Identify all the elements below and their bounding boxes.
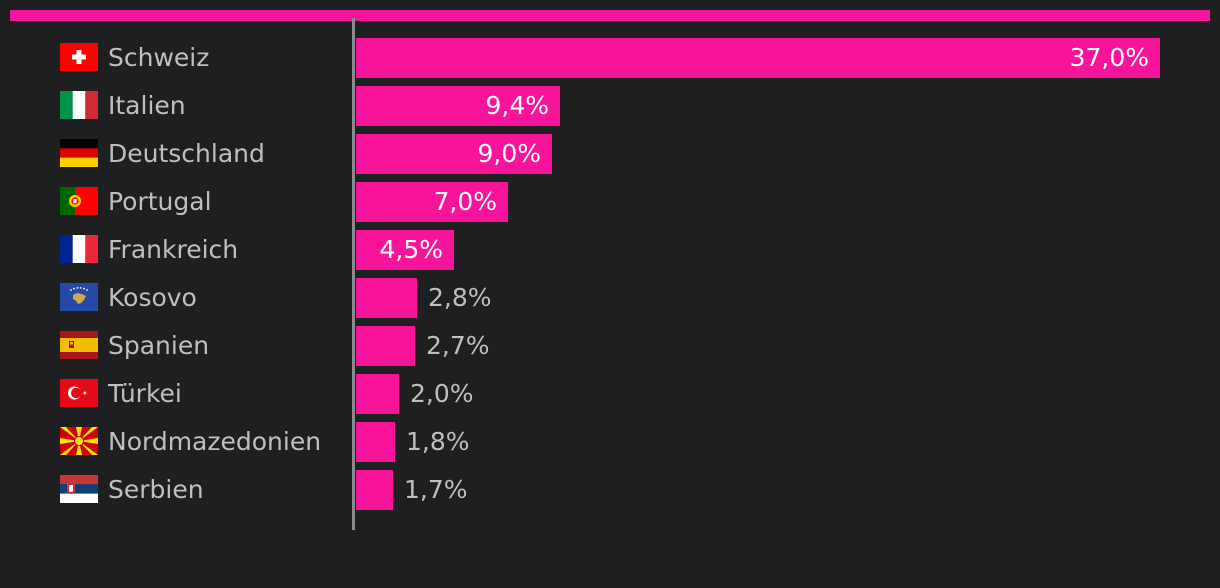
value-label: 9,0% bbox=[477, 139, 541, 168]
flag-italy-icon bbox=[60, 91, 98, 119]
value-label: 1,7% bbox=[404, 475, 468, 504]
value-label: 2,0% bbox=[410, 379, 474, 408]
bar bbox=[356, 278, 417, 318]
chart-row: Frankreich 4,5% bbox=[0, 230, 1220, 270]
category-label: Frankreich bbox=[108, 235, 239, 264]
category-label: Schweiz bbox=[108, 43, 210, 72]
flag-france-icon bbox=[60, 235, 98, 263]
value-label: 9,4% bbox=[485, 91, 549, 120]
bar bbox=[356, 134, 552, 174]
flag-switzerland-icon bbox=[60, 43, 98, 71]
chart-row: Portugal 7,0% bbox=[0, 182, 1220, 222]
chart-row: Spanien 2,7% bbox=[0, 326, 1220, 366]
bar bbox=[356, 470, 393, 510]
category-label: Spanien bbox=[108, 331, 210, 360]
category-label: Portugal bbox=[108, 187, 212, 216]
flag-north-macedonia-icon bbox=[60, 427, 98, 455]
chart-row: Kosovo 2,8% bbox=[0, 278, 1220, 318]
bar bbox=[356, 38, 1160, 78]
value-label: 7,0% bbox=[433, 187, 497, 216]
flag-serbia-icon bbox=[60, 475, 98, 503]
flag-kosovo-icon bbox=[60, 283, 98, 311]
bar bbox=[356, 326, 415, 366]
category-label: Türkei bbox=[108, 379, 182, 408]
flag-germany-icon bbox=[60, 139, 98, 167]
value-label: 4,5% bbox=[379, 235, 443, 264]
flag-turkey-icon bbox=[60, 379, 98, 407]
chart-row: Deutschland 9,0% bbox=[0, 134, 1220, 174]
chart-row: Türkei 2,0% bbox=[0, 374, 1220, 414]
flag-spain-icon bbox=[60, 331, 98, 359]
category-label: Kosovo bbox=[108, 283, 197, 312]
value-label: 1,8% bbox=[406, 427, 470, 456]
category-label: Italien bbox=[108, 91, 186, 120]
value-label: 37,0% bbox=[1069, 43, 1149, 72]
chart-row: Schweiz 37,0% bbox=[0, 38, 1220, 78]
bar bbox=[356, 374, 399, 414]
bar bbox=[356, 422, 395, 462]
value-label: 2,7% bbox=[426, 331, 490, 360]
category-label: Nordmazedonien bbox=[108, 427, 322, 456]
category-label: Deutschland bbox=[108, 139, 265, 168]
flag-portugal-icon bbox=[60, 187, 98, 215]
accent-bar bbox=[10, 10, 1210, 21]
value-label: 2,8% bbox=[428, 283, 492, 312]
bar bbox=[356, 86, 560, 126]
y-axis-line bbox=[352, 18, 355, 530]
chart-row: Italien 9,4% bbox=[0, 86, 1220, 126]
bar bbox=[356, 182, 508, 222]
category-label: Serbien bbox=[108, 475, 204, 504]
bar bbox=[356, 230, 454, 270]
chart-row: Nordmazedonien 1,8% bbox=[0, 422, 1220, 462]
chart-row: Serbien 1,7% bbox=[0, 470, 1220, 510]
